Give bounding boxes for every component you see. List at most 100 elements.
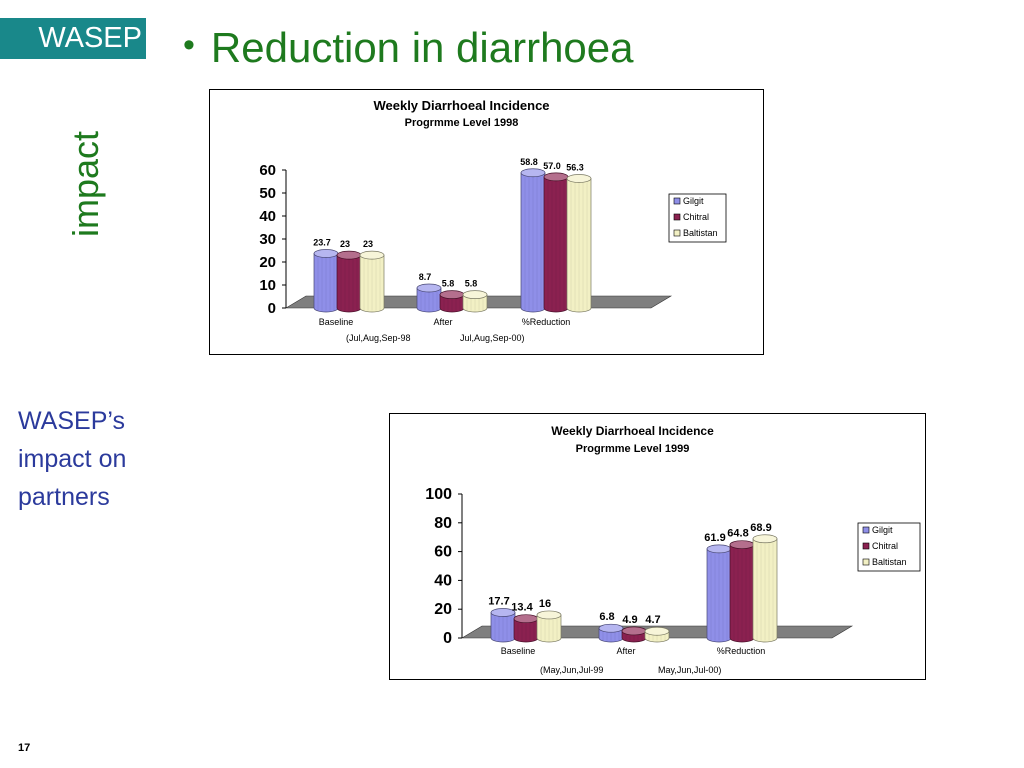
y-tick-label: 20 bbox=[434, 601, 452, 618]
bar-top bbox=[621, 626, 647, 636]
bar-chitral-after bbox=[439, 290, 465, 313]
data-label: 4.9 bbox=[622, 614, 637, 626]
bar-baltistan-after bbox=[644, 626, 670, 643]
bar-top bbox=[462, 290, 488, 300]
logo-text: WASEP bbox=[38, 22, 142, 54]
bar-gilgit-reduction bbox=[520, 168, 546, 313]
y-tick-label: 0 bbox=[268, 300, 276, 317]
bar-top bbox=[752, 534, 778, 544]
legend-entry: Baltistan bbox=[683, 228, 718, 238]
bar-top bbox=[566, 174, 592, 183]
data-label: 23 bbox=[340, 239, 350, 249]
data-label: 58.8 bbox=[520, 157, 538, 167]
legend-entry: Chitral bbox=[872, 541, 898, 551]
vertical-impact-label: impact bbox=[65, 130, 106, 238]
data-label: 61.9 bbox=[704, 532, 725, 544]
bar-gilgit-reduction bbox=[706, 544, 732, 643]
legend-swatch bbox=[673, 197, 681, 205]
bar-gilgit-baseline bbox=[313, 249, 339, 313]
x-note-start: (May,Jun,Jul-99 bbox=[540, 665, 603, 675]
data-label: 6.8 bbox=[599, 611, 614, 623]
legend-entry: Chitral bbox=[683, 212, 709, 222]
bar-top bbox=[439, 290, 465, 300]
bar-chitral-reduction bbox=[543, 172, 569, 313]
x-note-start: (Jul,Aug,Sep-98 bbox=[346, 333, 411, 343]
chart-1998-svg: Weekly Diarrhoeal Incidence Progrmme Leve… bbox=[259, 98, 727, 343]
chart-1999: Weekly Diarrhoeal Incidence Progrmme Leve… bbox=[389, 413, 926, 680]
data-label: 56.3 bbox=[566, 163, 584, 173]
page-number: 17 bbox=[18, 742, 31, 754]
y-tick-label: 0 bbox=[443, 630, 452, 647]
data-label: 4.7 bbox=[645, 614, 660, 626]
bar-top bbox=[536, 610, 562, 620]
y-tick-label: 40 bbox=[434, 572, 452, 589]
bar-baltistan-reduction bbox=[566, 174, 592, 313]
bar-top bbox=[313, 249, 339, 258]
bar-top bbox=[543, 172, 569, 182]
chart-1998: Weekly Diarrhoeal Incidence Progrmme Leve… bbox=[209, 89, 764, 355]
y-tick-label: 60 bbox=[434, 544, 452, 561]
y-tick-label: 100 bbox=[425, 486, 452, 503]
bar-gilgit-after bbox=[416, 283, 442, 313]
data-label: 17.7 bbox=[488, 596, 509, 608]
bar-top bbox=[336, 250, 362, 260]
x-category-label: %Reduction bbox=[717, 646, 766, 656]
y-tick-label: 80 bbox=[434, 515, 452, 532]
bar-top bbox=[598, 623, 624, 633]
wasep-logo: WASEP bbox=[0, 18, 146, 59]
bar-top bbox=[513, 614, 539, 624]
slide-title-text: Reduction in diarrhoea bbox=[210, 24, 634, 71]
bar-top bbox=[416, 283, 442, 293]
bar-baltistan-after bbox=[462, 290, 488, 313]
legend-entry: Baltistan bbox=[872, 557, 907, 567]
bar-baltistan-baseline bbox=[359, 250, 385, 313]
bar-top bbox=[729, 540, 755, 550]
bar-gilgit-baseline bbox=[490, 608, 516, 643]
data-label: 5.8 bbox=[442, 279, 455, 289]
legend-entry: Gilgit bbox=[872, 525, 893, 535]
y-tick-label: 50 bbox=[259, 185, 276, 202]
side-caption-line-1: WASEP’s bbox=[18, 407, 125, 435]
bar-chitral-reduction bbox=[729, 540, 755, 643]
slide-title: • Reduction in diarrhoea bbox=[183, 24, 634, 72]
bar-chitral-after bbox=[621, 626, 647, 643]
x-category-label: After bbox=[616, 646, 635, 656]
bar-gilgit-after bbox=[598, 623, 624, 643]
chart-title: Weekly Diarrhoeal Incidence bbox=[373, 98, 549, 113]
legend-entry: Gilgit bbox=[683, 196, 704, 206]
y-tick-label: 20 bbox=[259, 254, 276, 271]
chart-title: Weekly Diarrhoeal Incidence bbox=[551, 424, 714, 438]
chart-subtitle: Progrmme Level 1999 bbox=[576, 443, 690, 455]
x-category-label: After bbox=[433, 317, 452, 327]
data-label: 57.0 bbox=[543, 161, 561, 171]
x-note-end: May,Jun,Jul-00) bbox=[658, 665, 721, 675]
x-category-label: %Reduction bbox=[522, 317, 571, 327]
x-note-end: Jul,Aug,Sep-00) bbox=[460, 333, 525, 343]
bar-chitral-baseline bbox=[336, 250, 362, 313]
data-label: 8.7 bbox=[419, 272, 432, 282]
y-tick-label: 40 bbox=[259, 208, 276, 225]
bar-top bbox=[706, 544, 732, 554]
x-category-label: Baseline bbox=[501, 646, 536, 656]
side-caption: WASEP’s impact on partners bbox=[18, 402, 126, 516]
data-label: 5.8 bbox=[465, 279, 478, 289]
bar-chitral-baseline bbox=[513, 614, 539, 643]
bar-top bbox=[359, 250, 385, 260]
bar-baltistan-baseline bbox=[536, 610, 562, 643]
data-label: 23 bbox=[363, 239, 373, 249]
data-label: 13.4 bbox=[511, 602, 533, 614]
legend-swatch bbox=[862, 542, 870, 550]
side-caption-line-3: partners bbox=[18, 483, 110, 511]
legend-swatch bbox=[862, 558, 870, 566]
bar-baltistan-reduction bbox=[752, 534, 778, 643]
y-tick-label: 30 bbox=[259, 231, 276, 248]
title-bullet: • bbox=[183, 26, 195, 64]
chart-1999-svg: Weekly Diarrhoeal Incidence Progrmme Leve… bbox=[425, 424, 921, 675]
side-caption-line-2: impact on bbox=[18, 445, 127, 473]
data-label: 16 bbox=[539, 598, 551, 610]
legend-swatch bbox=[673, 229, 681, 237]
bar-top bbox=[520, 168, 546, 178]
chart-subtitle: Progrmme Level 1998 bbox=[405, 117, 519, 129]
bar-top bbox=[490, 608, 516, 617]
x-category-label: Baseline bbox=[319, 317, 354, 327]
